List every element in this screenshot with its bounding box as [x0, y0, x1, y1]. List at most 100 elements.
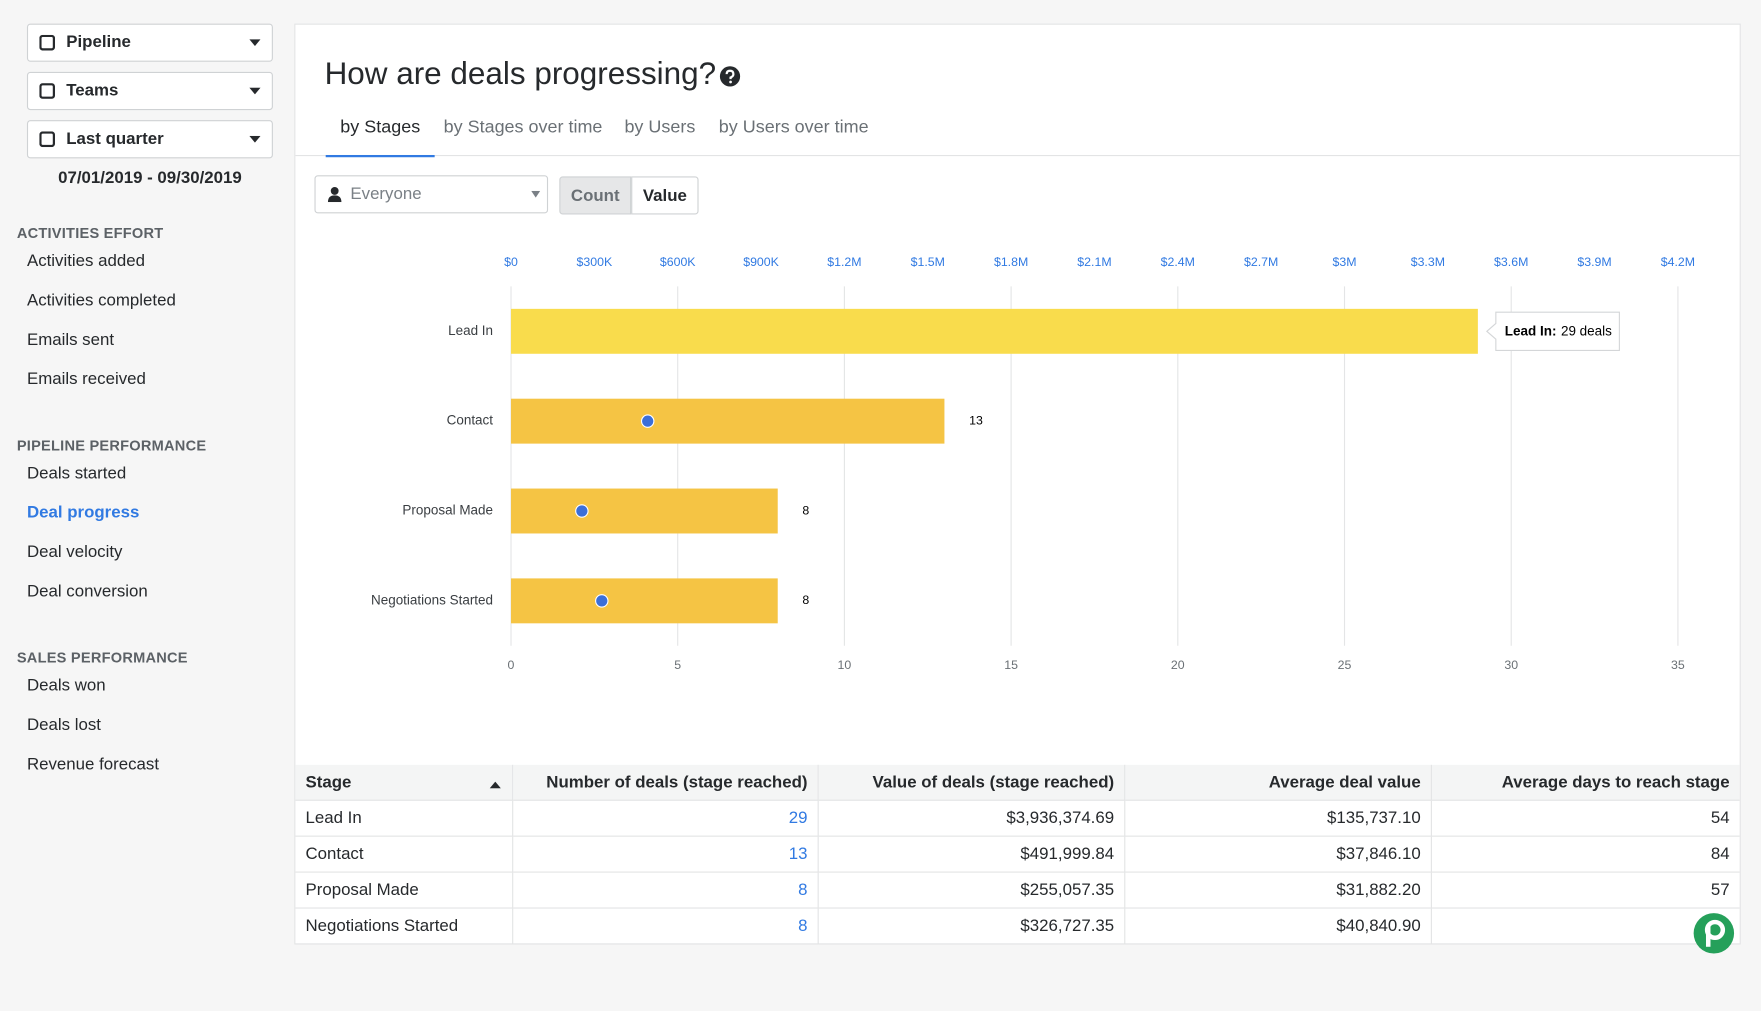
tab[interactable]: by Users: [624, 117, 696, 138]
bar: [511, 398, 945, 444]
nav-item[interactable]: Emails sent: [26, 330, 115, 350]
nav-item[interactable]: Deal progress: [26, 503, 140, 523]
user-icon: [327, 186, 342, 203]
table-cell: 54: [1431, 801, 1740, 837]
x2-tick-label: $1.5M: [911, 255, 945, 269]
section-title: PIPELINE PERFORMANCE: [16, 436, 207, 454]
section-title: ACTIVITIES EFFORT: [16, 224, 164, 242]
data-label: 8: [802, 593, 809, 607]
table-cell: 57: [1431, 873, 1740, 909]
nav-item[interactable]: Revenue forecast: [26, 754, 160, 774]
x2-tick-label: $2.7M: [1244, 255, 1278, 269]
table-cell: $37,846.10: [1125, 836, 1432, 873]
x2-tick-label: $2.4M: [1161, 255, 1195, 269]
x2-tick-label: $1.8M: [994, 255, 1028, 269]
bar: [511, 308, 1478, 354]
filter-dropdown[interactable]: Last quarter: [26, 120, 273, 159]
nav-item[interactable]: Activities completed: [26, 290, 176, 310]
x2-tick-label: $900K: [743, 255, 779, 269]
dropdown-arrow: [249, 39, 261, 47]
arrow-shape: [489, 781, 501, 789]
x2-tick-label: $3M: [1333, 255, 1357, 269]
dropdown-arrow: [531, 190, 541, 198]
tab-divider: [295, 154, 1740, 157]
arrow-shape: [249, 39, 261, 47]
x-tick-label: 10: [838, 658, 852, 672]
column-header[interactable]: Average days to reach stage: [1431, 764, 1740, 801]
table-cell: Contact: [295, 836, 514, 873]
table-cell: 84: [1431, 837, 1740, 873]
toggle-button[interactable]: Value: [631, 176, 699, 215]
data-label: 8: [802, 503, 809, 517]
table-cell: $31,882.20: [1125, 872, 1432, 909]
filter-label: Teams: [66, 80, 119, 100]
x2-tick-label: $3.6M: [1494, 255, 1528, 269]
value-dot: [595, 594, 609, 608]
table-cell[interactable]: 29: [513, 800, 819, 837]
column-header[interactable]: Number of deals (stage reached): [513, 764, 819, 801]
date-range: 07/01/2019 - 09/30/2019: [58, 168, 242, 188]
chart: 0 5 10 15 20 25 30 35 $0 $300K $600K $900K $1.2M $1.5…: [371, 255, 1695, 672]
value-dot: [640, 414, 655, 428]
tab[interactable]: by Users over time: [718, 117, 869, 138]
user-filter[interactable]: Everyone: [314, 175, 549, 214]
dropdown-arrow: [249, 87, 261, 95]
table-cell: $255,057.35: [818, 872, 1126, 909]
table-cell: $3,936,374.69: [818, 800, 1126, 837]
icon-shape: [39, 34, 56, 51]
nav-item[interactable]: Deals won: [26, 676, 106, 696]
table-cell: $40,840.90: [1125, 908, 1432, 945]
x-tick-label: 25: [1338, 658, 1352, 672]
icon-shape: [39, 131, 56, 148]
tooltip-box: [1486, 311, 1620, 351]
tooltip: Lead In: 29 deals: [1505, 323, 1612, 338]
report-title: How are deals progressing?: [324, 56, 717, 91]
nav-item[interactable]: Deal velocity: [26, 542, 123, 562]
sort-arrow: [489, 781, 501, 789]
x-tick-label: 20: [1171, 658, 1185, 672]
column-header[interactable]: Value of deals (stage reached): [818, 764, 1126, 801]
table-cell: Proposal Made: [295, 872, 514, 909]
y-tick-label: Proposal Made: [402, 503, 493, 518]
filter-dropdown[interactable]: Pipeline: [26, 23, 273, 62]
filter-label: Last quarter: [66, 129, 164, 149]
table-cell[interactable]: 13: [513, 836, 819, 873]
filter-icon: [39, 131, 56, 148]
dropdown-arrow: [249, 135, 261, 143]
table-cell: Lead In: [295, 800, 514, 837]
x-tick-label: 15: [1004, 658, 1018, 672]
filter-label: Pipeline: [66, 32, 131, 52]
tab[interactable]: by Stages: [325, 118, 435, 158]
x2-tick-label: $300K: [577, 255, 613, 269]
tooltip-label: Lead In:: [1505, 323, 1557, 338]
y-tick-label: Lead In: [448, 323, 493, 338]
pipedrive-logo[interactable]: [1693, 912, 1736, 955]
x2-tick-label: $3.9M: [1577, 255, 1611, 269]
table-cell: $135,737.10: [1125, 800, 1432, 837]
x-tick-label: 0: [508, 658, 515, 672]
value-dot: [575, 504, 589, 518]
x-tick-label: 30: [1504, 658, 1518, 672]
help-icon[interactable]: [719, 65, 741, 87]
toggle-button[interactable]: Count: [559, 176, 632, 215]
table-cell[interactable]: 8: [513, 872, 819, 909]
y-tick-label: Contact: [447, 413, 494, 428]
filter-icon: [39, 34, 56, 51]
x-tick-label: 35: [1671, 658, 1685, 672]
table-cell[interactable]: 8: [513, 908, 819, 945]
tab[interactable]: by Stages over time: [443, 117, 603, 138]
nav-item[interactable]: Deals started: [26, 463, 127, 483]
x2-tick-label: $2.1M: [1077, 255, 1111, 269]
report-panel: How are deals progressing? by Stages by S…: [294, 23, 1741, 954]
filter-dropdown[interactable]: Teams: [26, 71, 273, 111]
column-header[interactable]: Average deal value: [1125, 764, 1432, 801]
column-header[interactable]: Stage: [295, 764, 514, 801]
nav-item[interactable]: Deal conversion: [26, 581, 148, 601]
x2-tick-label: $1.2M: [827, 255, 861, 269]
nav-item[interactable]: Activities added: [26, 251, 145, 271]
x2-tick-label: $0: [504, 255, 518, 269]
nav-item[interactable]: Deals lost: [26, 715, 101, 735]
x2-tick-label: $600K: [660, 255, 696, 269]
user-filter-label: Everyone: [350, 184, 422, 204]
nav-item[interactable]: Emails received: [26, 369, 146, 389]
